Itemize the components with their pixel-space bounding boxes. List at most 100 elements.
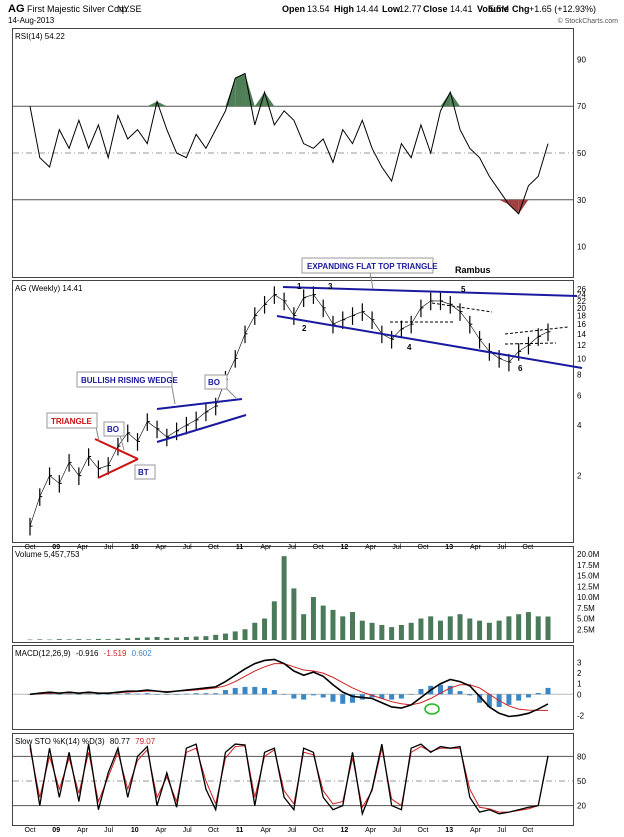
macd-hist-bar-33 xyxy=(350,694,356,703)
macd-hist-bar-13 xyxy=(154,694,160,695)
volume-bar-18 xyxy=(203,636,209,640)
pivot-3: 3 xyxy=(328,282,333,291)
volume-bar-6 xyxy=(86,639,92,640)
volume-bar-28 xyxy=(301,614,307,640)
macd-ytick-2: 2 xyxy=(577,669,582,678)
macd-hist-bar-47 xyxy=(486,694,492,707)
x-axis-label-1-0: Oct xyxy=(25,827,36,834)
volume-bar-41 xyxy=(428,616,434,640)
high-label: High xyxy=(334,4,354,14)
price-ytick-12: 12 xyxy=(577,341,586,350)
price-ytick-26: 26 xyxy=(577,285,586,294)
sto-k-line xyxy=(29,743,549,817)
bo1-label: BO xyxy=(107,425,119,434)
volume-bar-8 xyxy=(105,639,111,640)
header-quote: Open 13.54 High 14.44 Low 12.77 Close 14… xyxy=(282,4,596,14)
x-axis-label-1-18: Jul xyxy=(497,827,506,834)
macd-hist-bar-20 xyxy=(222,690,228,695)
macd-hist-bar-31 xyxy=(330,694,336,702)
price-ytick-22: 22 xyxy=(577,297,586,306)
volume-bar-30 xyxy=(320,605,326,640)
expanding-triangle-label: EXPANDING FLAT TOP TRIANGLE xyxy=(307,262,438,271)
rsi-overbought-fill-25 xyxy=(264,92,275,107)
macd-hist-bar-38 xyxy=(398,694,404,699)
dashed-neckline-2 xyxy=(431,302,493,313)
volume-bar-7 xyxy=(95,638,101,640)
price-ytick-6: 6 xyxy=(577,392,582,401)
volume-bar-38 xyxy=(398,624,404,640)
x-axis-label-0-19: Oct xyxy=(522,544,533,551)
price-ytick-24: 24 xyxy=(577,291,586,300)
dashed-neckline-3 xyxy=(504,326,569,335)
callout-box-bt xyxy=(134,464,156,480)
rsi-overbought-fill-24 xyxy=(254,92,265,107)
volume-bar-49 xyxy=(506,616,512,640)
volume-bar-32 xyxy=(340,616,346,640)
callouts: EXPANDING FLAT TOP TRIANGLE Rambus BULLI… xyxy=(46,257,491,480)
x-axis-label-1-2: Apr xyxy=(77,827,89,834)
wedge-bottom-line xyxy=(156,414,247,443)
price-ytick-2: 2 xyxy=(577,472,582,481)
macd-hist-bar-51 xyxy=(525,694,531,698)
open-label: Open xyxy=(282,4,305,14)
callout-box-bo2 xyxy=(204,374,228,390)
x-axis-label-0-6: Jul xyxy=(183,544,192,551)
price-legend: AG (Weekly) 14.41 xyxy=(15,284,83,293)
callout-box-wedge xyxy=(76,371,173,388)
sto-legend-d: 79.07 xyxy=(135,737,156,746)
macd-hist-bar-15 xyxy=(174,694,180,695)
rsi-overbought-fill-21 xyxy=(225,78,236,107)
macd-hist-bar-22 xyxy=(242,686,248,695)
macd-hist-bar-45 xyxy=(467,694,473,696)
macd-hist-bar-8 xyxy=(105,694,111,695)
callout-box-bo1 xyxy=(103,421,125,437)
callout-tail-triangle xyxy=(95,426,100,442)
macd-line xyxy=(29,658,549,718)
macd-hist-bar-7 xyxy=(95,694,101,695)
macd-hist-bar-46 xyxy=(477,694,483,703)
x-axis-label-1-9: Apr xyxy=(260,827,272,834)
rsi-oversold-fill-51 xyxy=(518,199,529,214)
volume-bar-17 xyxy=(193,636,199,640)
x-axis-label-1-11: Oct xyxy=(313,827,324,834)
rsi-overbought-fill-23 xyxy=(245,73,255,107)
macd-legend-label: MACD(12,26,9) xyxy=(15,649,71,658)
x-axis-label-0-4: 10 xyxy=(131,544,139,551)
rsi-ytick-50: 50 xyxy=(577,149,586,158)
volume-bar-2 xyxy=(47,639,53,641)
macd-hist-bar-5 xyxy=(76,694,82,695)
macd-hist-bar-49 xyxy=(506,694,512,705)
callout-tail-bo1 xyxy=(119,434,125,451)
wedge-top-line xyxy=(156,398,243,410)
macd-hist-bar-3 xyxy=(56,694,62,695)
macd-hist-bar-37 xyxy=(389,694,395,700)
x-axis-label-1-14: Jul xyxy=(392,827,401,834)
volume-bar-13 xyxy=(154,636,160,640)
volume-bar-31 xyxy=(330,609,336,640)
volume-bar-27 xyxy=(291,588,297,640)
rsi-overbought-fill-13 xyxy=(147,101,158,107)
macd-hist-bar-18 xyxy=(203,693,209,695)
x-axis-label-0-11: Oct xyxy=(313,544,324,551)
macd-hist-bar-35 xyxy=(369,694,375,698)
x-axis-label-1-17: Apr xyxy=(470,827,482,834)
volume-bar-16 xyxy=(183,636,189,640)
dashed-neckline-4 xyxy=(504,342,557,345)
sto-legend-k: 80.77 xyxy=(110,737,131,746)
low-value: 12.77 xyxy=(399,4,422,14)
volume-bar-3 xyxy=(56,639,62,640)
pattern-lines xyxy=(94,286,583,479)
rsi-oversold-fill-50 xyxy=(508,199,519,214)
macd-hist-bar-21 xyxy=(232,687,238,695)
sto-d-line xyxy=(29,745,549,813)
volume-ytick-3: 10.0M xyxy=(577,593,600,602)
volume-label: Volume xyxy=(477,4,509,14)
macd-panel-frame xyxy=(12,645,574,730)
price-ytick-10: 10 xyxy=(577,354,586,363)
macd-hist-bar-43 xyxy=(447,685,453,695)
macd-hist-bar-25 xyxy=(271,690,277,695)
price-ytick-4: 4 xyxy=(577,421,582,430)
sto-ytick-50: 50 xyxy=(577,777,586,786)
rsi-ytick-70: 70 xyxy=(577,102,586,111)
